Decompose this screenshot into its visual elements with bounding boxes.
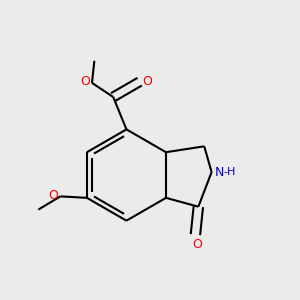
Text: O: O	[142, 75, 152, 88]
Text: O: O	[48, 189, 58, 202]
Text: O: O	[80, 75, 90, 88]
Text: O: O	[192, 238, 202, 251]
Text: -H: -H	[224, 167, 236, 177]
Text: N: N	[215, 166, 224, 178]
